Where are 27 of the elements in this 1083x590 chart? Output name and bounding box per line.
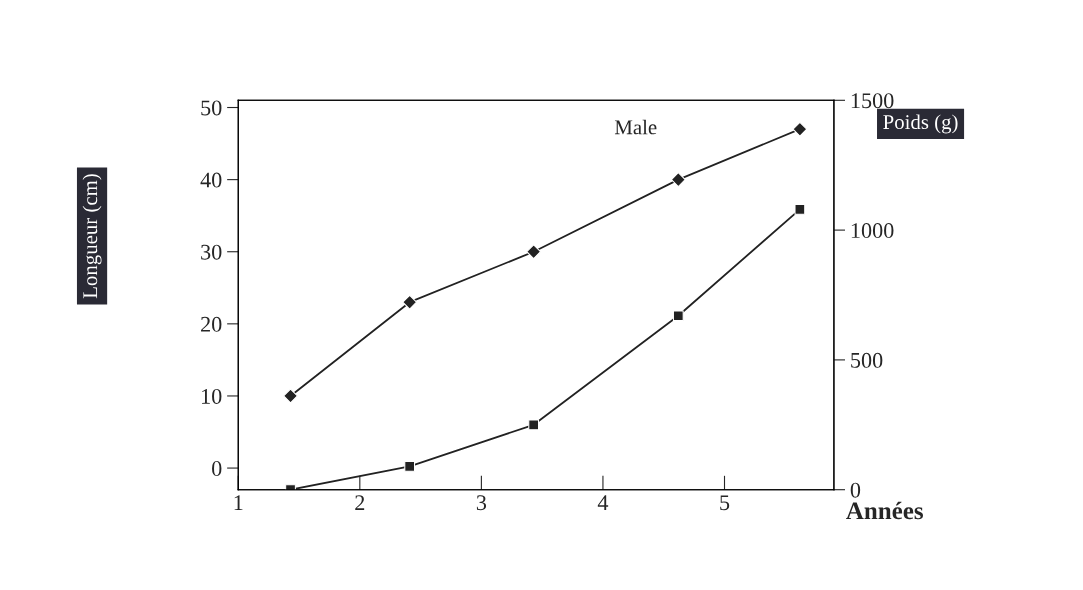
x-axis-title: Années: [846, 501, 923, 520]
y-tick-label: 0: [212, 461, 222, 476]
y-tick-label: 10: [202, 388, 222, 404]
point: [283, 388, 298, 404]
y-tick-label: 40: [200, 172, 222, 188]
point: [672, 310, 684, 322]
y-axis-title: Longueur (cm): [82, 174, 102, 299]
y2-tick-label: 0: [850, 482, 861, 498]
y-tick-label: 50: [201, 100, 222, 116]
x-tick-label: 1: [234, 495, 243, 510]
y2-tick-label: 1500: [851, 93, 894, 109]
y2-tick-label: 500: [851, 352, 883, 368]
y-tick-label: 20: [201, 316, 222, 332]
y-tick-label: 30: [201, 244, 222, 260]
y2-axis-title: Poids (g): [883, 114, 958, 134]
point: [404, 460, 416, 472]
point: [402, 294, 418, 310]
x-tick-label: 5: [720, 495, 730, 511]
point: [528, 419, 540, 431]
y2-tick-label: 1000: [851, 223, 894, 239]
text: Male: [614, 119, 657, 135]
point: [670, 172, 686, 188]
point: [526, 244, 542, 260]
x-tick-label: 4: [597, 495, 609, 510]
x-tick-label: 3: [476, 495, 487, 511]
x-tick-label: 2: [355, 495, 365, 510]
point: [792, 121, 808, 137]
